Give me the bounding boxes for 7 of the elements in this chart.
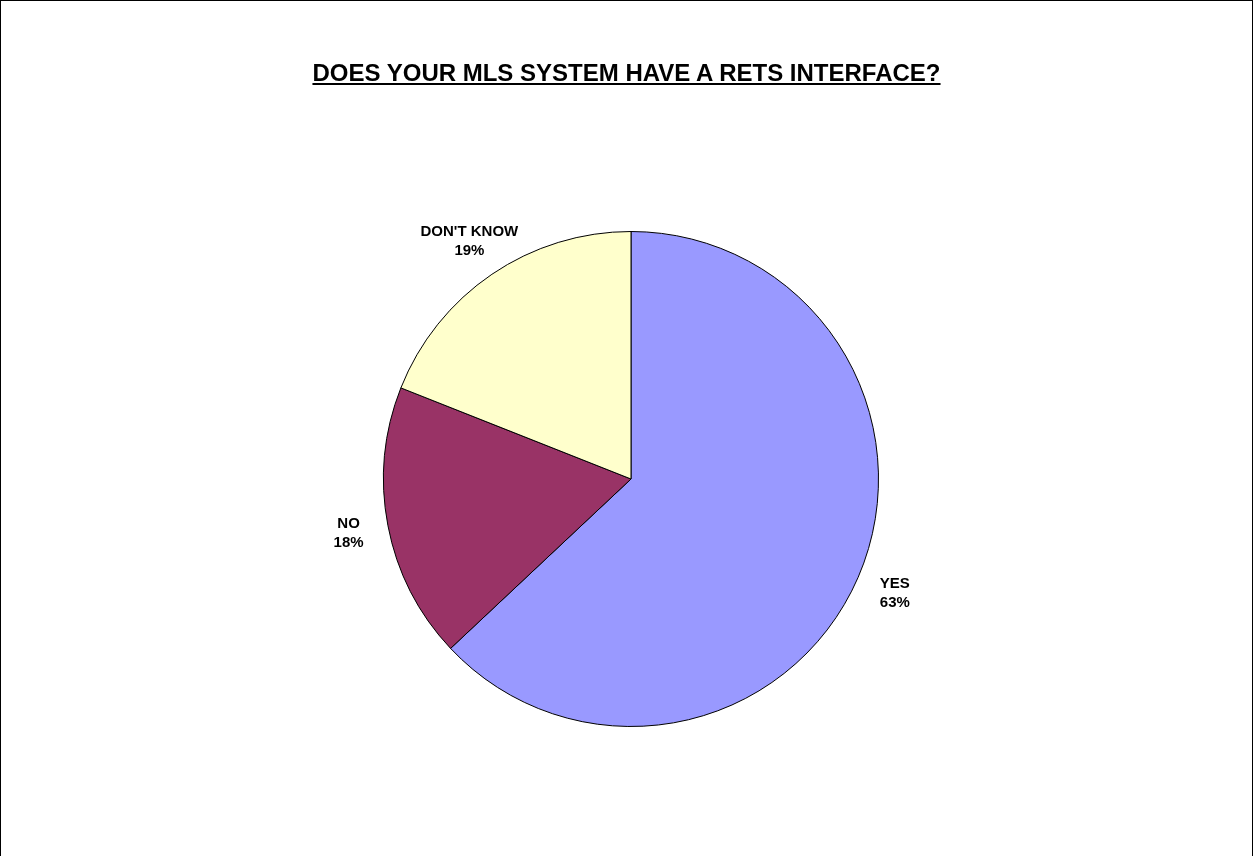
slice-label: DON'T KNOW — [420, 221, 520, 239]
chart-title: DOES YOUR MLS SYSTEM HAVE A RETS INTERFACE? — [311, 59, 942, 87]
data-label: 63% — [879, 592, 910, 610]
slice-label: YES — [879, 573, 910, 591]
slice-label: NO — [337, 513, 361, 531]
data-label: 18% — [333, 532, 364, 550]
data-label: 19% — [454, 240, 485, 258]
